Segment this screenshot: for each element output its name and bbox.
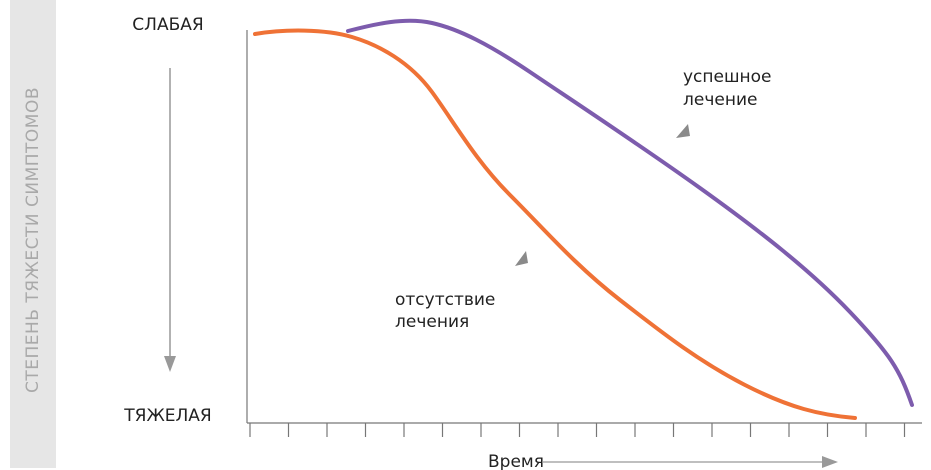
- curve-label: лечение: [683, 90, 757, 110]
- curve-label: отсутствие: [395, 290, 495, 310]
- curve-label: успешное: [683, 67, 772, 87]
- axis-title: СТЕПЕНЬ ТЯЖЕСТИ СИМПТОМОВ: [23, 87, 43, 393]
- untreated-curve: [253, 28, 857, 420]
- bottom-label: ТЯЖЕЛАЯ: [123, 406, 211, 426]
- pointer: [676, 124, 690, 138]
- treated-curve: [346, 18, 914, 407]
- pointer: [515, 251, 528, 266]
- top-label: СЛАБАЯ: [132, 15, 203, 35]
- curve-label: лечения: [395, 312, 469, 332]
- x-arrow-head: [822, 456, 838, 468]
- x-label: Время: [488, 452, 544, 470]
- side-band: [10, 0, 56, 468]
- ticks: [249, 423, 906, 437]
- down-arrow-head: [164, 356, 176, 372]
